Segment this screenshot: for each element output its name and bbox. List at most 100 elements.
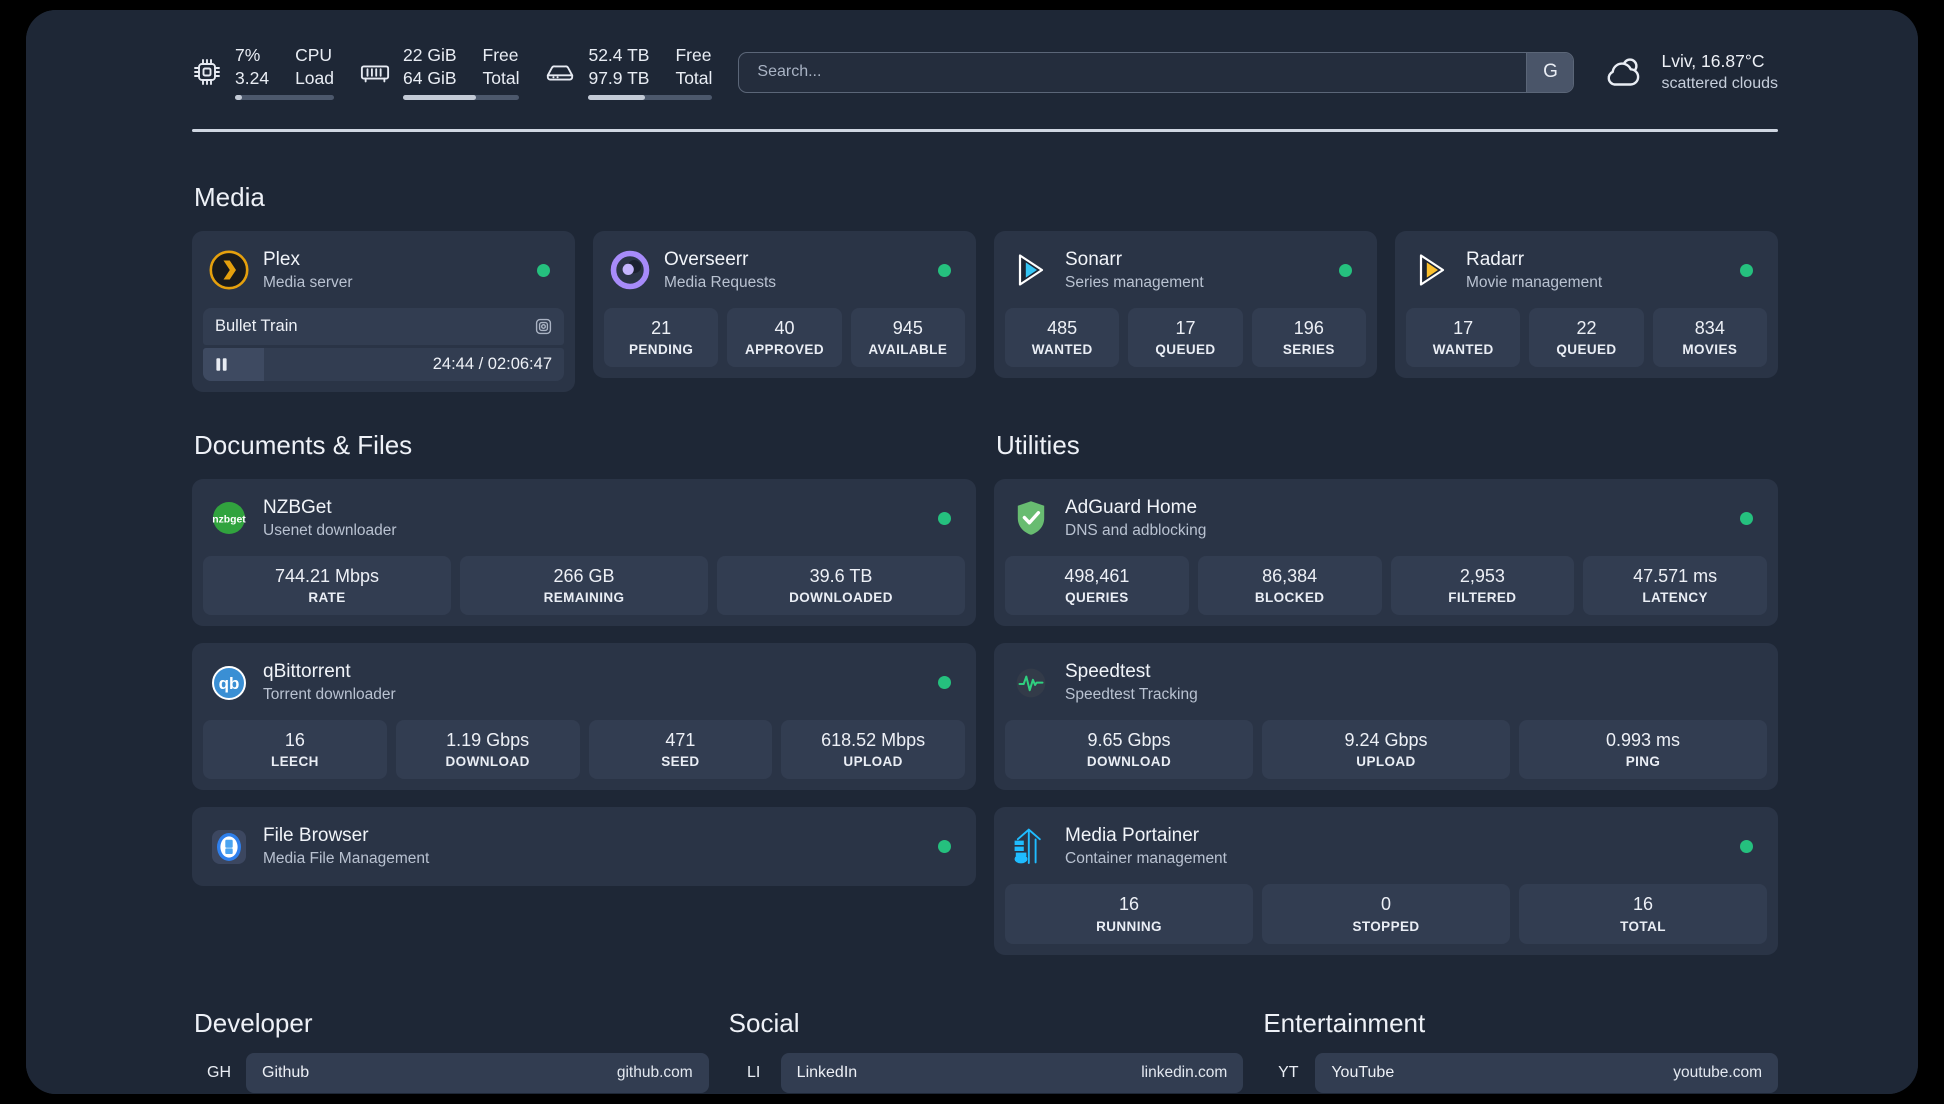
documents-utilities-row: Documents & Files nzbget NZBGet Usenet d… (192, 430, 1778, 972)
stat-tile[interactable]: 16 RUNNING (1005, 884, 1253, 944)
service-card-header[interactable]: File Browser Media File Management (203, 818, 965, 875)
stat-tile[interactable]: 22 QUEUED (1529, 307, 1644, 368)
stat-value: 39.6 TB (809, 565, 873, 586)
stat-tile[interactable]: 40 APPROVED (727, 307, 842, 368)
weather-location-temp: Lviv, 16.87°C (1661, 50, 1765, 71)
status-indicator (938, 263, 951, 277)
system-stat-value-secondary: 64 GiB (403, 67, 457, 88)
stat-value: 22 (1576, 317, 1597, 338)
stat-tile[interactable]: 618.52 Mbps UPLOAD (781, 719, 965, 780)
stat-tile[interactable]: 266 GB REMAINING (460, 555, 708, 616)
bookmark-row[interactable]: GH Github github.com (192, 1052, 709, 1093)
stat-value: 471 (665, 729, 696, 750)
pause-icon[interactable] (215, 357, 228, 372)
stat-value: 945 (892, 317, 923, 338)
system-stat-label-primary: Free (482, 45, 519, 66)
stat-tile[interactable]: 86,384 BLOCKED (1197, 555, 1382, 616)
service-name: Speedtest (1065, 661, 1151, 683)
service-card-header[interactable]: Sonarr Series management (1005, 242, 1366, 299)
service-card[interactable]: Sonarr Series management 485 WANTED 17 Q… (994, 231, 1377, 379)
service-card-header[interactable]: AdGuard Home DNS and adblocking (1005, 490, 1767, 547)
bookmark-row[interactable]: YT YouTube youtube.com (1261, 1052, 1779, 1093)
stat-value: 618.52 Mbps (821, 729, 926, 750)
service-card-header[interactable]: Speedtest Speedtest Tracking (1005, 654, 1767, 711)
bookmark-group: Developer GH Github github.com SO StackO… (192, 1008, 709, 1094)
stat-tile[interactable]: 834 MOVIES (1652, 307, 1767, 368)
stat-tile[interactable]: 21 PENDING (604, 307, 719, 368)
bookmark-tag: GH (207, 1063, 231, 1081)
service-name: NZBGet (263, 496, 332, 518)
service-card[interactable]: qb qBittorrent Torrent downloader 16 LEE… (192, 643, 976, 791)
system-stat-meta: 22 GiB 64 GiB Free Total (403, 44, 520, 100)
service-card-header[interactable]: Overseerr Media Requests (604, 242, 965, 299)
stat-tile[interactable]: 744.21 Mbps RATE (203, 555, 451, 616)
service-card[interactable]: Media Portainer Container management 16 … (994, 807, 1778, 955)
now-playing-progress-bar[interactable]: 24:44 / 02:06:47 (203, 347, 564, 381)
service-card[interactable]: Speedtest Speedtest Tracking 9.65 Gbps D… (994, 643, 1778, 791)
search-input[interactable] (739, 52, 1527, 92)
service-name: Radarr (1466, 249, 1525, 270)
system-stat-labels: Free Total (483, 44, 520, 89)
stat-tile[interactable]: 9.65 Gbps DOWNLOAD (1005, 719, 1253, 780)
bookmark-link[interactable]: LinkedIn linkedin.com (780, 1052, 1244, 1093)
stat-label: DOWNLOAD (1086, 754, 1172, 770)
system-stat-label-secondary: Load (295, 67, 334, 88)
media-card-column: Radarr Movie management 17 WANTED 22 QUE… (1395, 231, 1778, 392)
stat-tile[interactable]: 9.24 Gbps UPLOAD (1262, 719, 1510, 780)
stat-tile[interactable]: 498,461 QUERIES (1005, 555, 1189, 616)
stat-tile[interactable]: 39.6 TB DOWNLOADED (717, 555, 965, 616)
search-engine-button[interactable]: G (1526, 52, 1574, 92)
stat-tile[interactable]: 485 WANTED (1005, 307, 1120, 368)
service-card[interactable]: AdGuard Home DNS and adblocking 498,461 … (994, 478, 1778, 627)
system-stat-label-secondary: Total (482, 67, 520, 88)
system-stat-values: 7% 3.24 (235, 44, 269, 89)
service-stats: 17 WANTED 22 QUEUED 834 MOVIES (1406, 307, 1767, 368)
service-card-header[interactable]: qb qBittorrent Torrent downloader (203, 654, 965, 711)
service-card[interactable]: Radarr Movie management 17 WANTED 22 QUE… (1395, 231, 1778, 379)
stat-tile[interactable]: 471 SEED (588, 719, 773, 780)
media-card-column: Plex Media server Bullet Train 24:44 / 0… (192, 231, 575, 392)
service-card-header[interactable]: nzbget NZBGet Usenet downloader (203, 490, 965, 547)
stat-tile[interactable]: 0 STOPPED (1262, 884, 1510, 944)
stat-value: 0.993 ms (1605, 729, 1681, 750)
search-bar[interactable]: G (738, 51, 1575, 93)
bookmark-link[interactable]: YouTube youtube.com (1315, 1052, 1779, 1093)
documents-section-title: Documents & Files (194, 429, 413, 460)
stat-tile[interactable]: 17 QUEUED (1128, 307, 1243, 368)
cloud-icon (1602, 53, 1646, 91)
stat-tile[interactable]: 17 WANTED (1406, 307, 1521, 368)
documents-section: Documents & Files nzbget NZBGet Usenet d… (192, 430, 976, 972)
stat-label: LATENCY (1642, 590, 1708, 606)
service-name: AdGuard Home (1065, 496, 1198, 518)
stat-tile[interactable]: 16 TOTAL (1519, 884, 1767, 944)
bookmark-name: YouTube (1331, 1063, 1395, 1081)
service-card-header[interactable]: Media Portainer Container management (1005, 818, 1767, 875)
bookmark-link[interactable]: Github github.com (246, 1052, 709, 1093)
service-card[interactable]: nzbget NZBGet Usenet downloader 744.21 M… (192, 478, 976, 627)
service-card-header[interactable]: Plex Media server (203, 242, 564, 299)
stat-tile[interactable]: 0.993 ms PING (1519, 719, 1767, 780)
now-playing-progress-fill (203, 347, 265, 381)
service-name: Sonarr (1065, 249, 1123, 270)
stat-value: 86,384 (1262, 565, 1318, 586)
stat-tile[interactable]: 196 SERIES (1251, 307, 1366, 368)
service-card-header[interactable]: Radarr Movie management (1406, 242, 1767, 299)
bookmark-row[interactable]: LI LinkedIn linkedin.com (727, 1052, 1244, 1093)
media-card-column: Sonarr Series management 485 WANTED 17 Q… (994, 231, 1377, 392)
radarr-logo (1412, 250, 1452, 290)
service-card[interactable]: File Browser Media File Management (192, 807, 976, 887)
stat-label: RUNNING (1096, 918, 1162, 934)
stat-tile[interactable]: 945 AVAILABLE (850, 307, 965, 368)
service-card[interactable]: Plex Media server Bullet Train 24:44 / 0… (192, 231, 575, 392)
stat-tile[interactable]: 1.19 Gbps DOWNLOAD (395, 719, 580, 780)
bookmark-url: youtube.com (1673, 1063, 1763, 1081)
service-card[interactable]: Overseerr Media Requests 21 PENDING 40 A… (593, 231, 976, 379)
stat-value: 196 (1293, 317, 1324, 338)
cast-icon[interactable] (535, 318, 552, 335)
stat-tile[interactable]: 47.571 ms LATENCY (1583, 555, 1767, 616)
stat-tile[interactable]: 16 LEECH (203, 719, 387, 780)
stat-tile[interactable]: 2,953 FILTERED (1390, 555, 1575, 616)
system-stat-value-primary: 22 GiB (403, 45, 457, 66)
stat-value: 16 (284, 729, 305, 750)
status-indicator (537, 263, 550, 277)
